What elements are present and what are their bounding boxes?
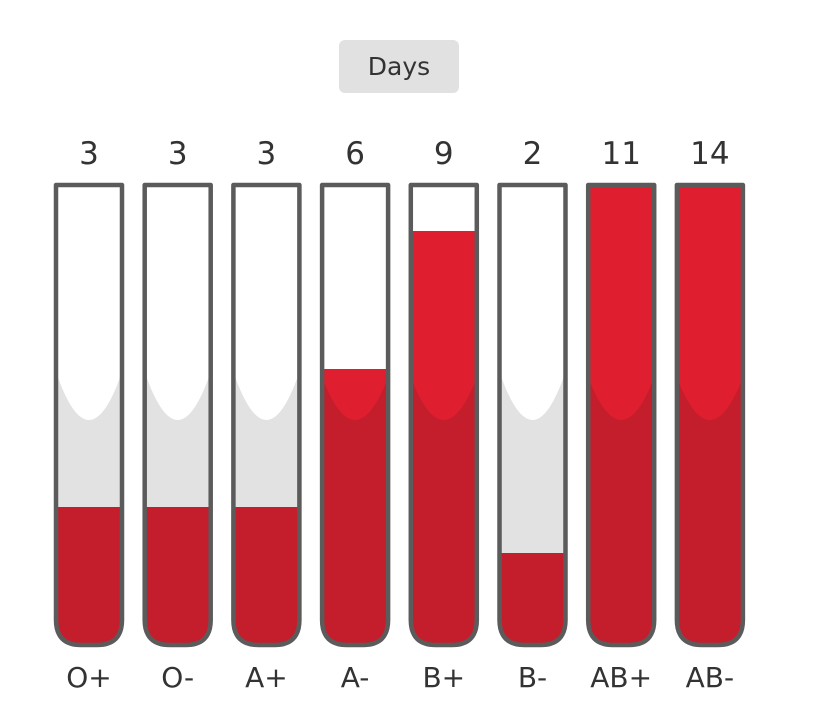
days-value-label: 11 [601,136,640,172]
days-value-label: 2 [523,136,543,172]
blood-type-label: AB+ [590,661,652,694]
days-value-label: 3 [168,136,188,172]
blood-tube [408,182,480,648]
tube-outline [674,182,746,648]
tube-outline [497,182,568,648]
blood-tube [319,182,391,648]
blood-highlight [588,185,655,420]
blood-type-label: A+ [245,661,288,694]
blood-tube [231,182,302,648]
blood-type-label: O+ [66,661,112,694]
blood-tube [142,182,213,648]
blood-highlight [676,185,743,420]
days-value-label: 9 [434,136,454,172]
blood-type-label: A- [341,661,370,694]
blood-fill [56,507,122,645]
tube-outline [142,182,213,648]
blood-type-label: O- [161,661,194,694]
tube-outline [53,182,125,648]
days-toggle-button[interactable]: Days [339,40,459,93]
blood-tube [497,182,568,648]
days-value-label: 6 [345,136,365,172]
blood-fill [233,507,300,645]
days-value-label: 3 [257,136,277,172]
days-value-label: 3 [79,136,99,172]
blood-fill [499,553,566,645]
tube-outline [585,182,657,648]
blood-tube [674,182,746,648]
days-value-label: 14 [690,136,729,172]
blood-type-label: AB- [686,661,734,694]
blood-fill [144,507,211,645]
blood-type-label: B- [518,661,547,694]
blood-tube [585,182,657,648]
blood-highlight [410,231,477,420]
blood-type-label: B+ [422,661,465,694]
tube-outline [231,182,302,648]
tube-outline [408,182,480,648]
tube-outline [319,182,391,648]
blood-tube [53,182,125,648]
